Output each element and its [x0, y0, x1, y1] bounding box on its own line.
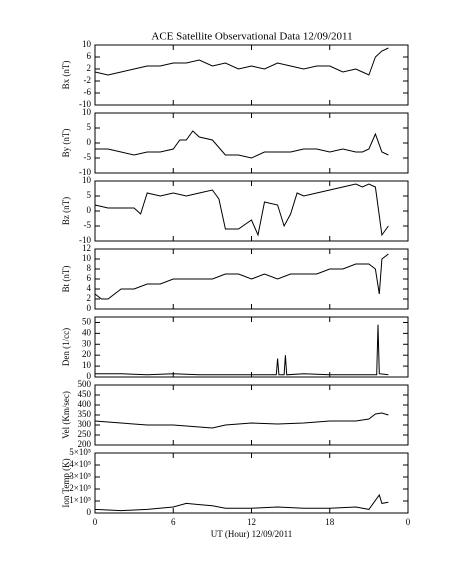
y-tick-label: 8	[87, 263, 92, 273]
y-tick-label: -5	[84, 152, 92, 162]
y-tick-label: 10	[82, 253, 92, 263]
y-tick-label: 250	[78, 429, 92, 439]
y-tick-label: 2	[87, 293, 92, 303]
y-axis-label: Bz (nT)	[61, 197, 71, 225]
x-tick-label: 0	[93, 517, 98, 527]
x-tick-label: 12	[247, 517, 256, 527]
y-axis-label: Vel (Km/sec)	[61, 391, 71, 439]
y-tick-label: 10	[82, 107, 92, 117]
y-axis-label: Bx (nT)	[61, 61, 71, 90]
y-tick-label: 50	[82, 317, 92, 327]
panel-frame	[94, 316, 409, 378]
y-tick-label: 2	[87, 63, 92, 73]
y-axis-label: Bt (nT)	[61, 266, 71, 293]
panel-frame	[94, 384, 409, 446]
y-tick-label: 10	[82, 39, 92, 49]
y-tick-label: 200	[78, 439, 92, 449]
panel-frame	[94, 44, 409, 106]
y-tick-label: -6	[84, 87, 92, 97]
y-tick-label: -2	[84, 75, 92, 85]
y-tick-label: -10	[79, 235, 91, 245]
y-tick-label: 12	[82, 243, 91, 253]
y-tick-label: 0	[87, 205, 92, 215]
y-axis-label: By (nT)	[61, 129, 71, 158]
x-axis-label: UT (Hour) 12/09/2011	[211, 529, 293, 539]
data-line	[94, 253, 389, 300]
data-line	[95, 324, 389, 376]
y-axis-label: Den (1/cc)	[61, 328, 71, 366]
y-tick-label: 0	[87, 137, 92, 147]
y-tick-label: 30	[82, 338, 92, 348]
y-tick-label: 10	[82, 175, 92, 185]
data-line	[94, 183, 389, 237]
y-tick-label: 20	[82, 349, 92, 359]
y-tick-label: 1×10⁵	[69, 495, 91, 505]
data-line	[94, 47, 389, 76]
y-tick-label: 5	[87, 122, 92, 132]
x-tick-label: 0	[406, 517, 411, 527]
x-tick-label: 6	[171, 517, 176, 527]
data-line	[94, 412, 389, 429]
y-tick-label: 400	[78, 399, 92, 409]
y-tick-label: 5	[87, 190, 92, 200]
y-tick-label: 0	[87, 507, 92, 517]
x-tick-label: 18	[325, 517, 335, 527]
y-tick-label: 0	[87, 303, 92, 313]
data-line	[95, 130, 389, 159]
y-tick-label: 300	[78, 419, 92, 429]
panel-frame	[94, 452, 409, 514]
y-tick-label: 6	[87, 51, 92, 61]
y-tick-label: 5×10⁵	[69, 447, 91, 457]
data-line	[94, 493, 389, 512]
y-tick-label: 3×10⁵	[69, 471, 91, 481]
y-axis-label: Ion Temp (K)	[61, 458, 71, 507]
y-tick-label: -10	[79, 99, 91, 109]
panel-frame	[94, 112, 409, 174]
y-tick-label: 2×10⁵	[69, 483, 91, 493]
y-tick-label: 4	[87, 283, 92, 293]
y-tick-label: 0	[87, 371, 92, 381]
y-tick-label: -10	[79, 167, 91, 177]
y-tick-label: 6	[87, 273, 92, 283]
y-tick-label: 40	[82, 327, 92, 337]
y-tick-label: -5	[84, 220, 92, 230]
y-tick-label: 350	[78, 409, 92, 419]
y-tick-label: 10	[82, 360, 92, 370]
chart-title: ACE Satellite Observational Data 12/09/2…	[151, 31, 352, 43]
y-tick-label: 4×10⁵	[69, 459, 91, 469]
y-tick-label: 500	[78, 379, 92, 389]
y-tick-label: 450	[78, 389, 92, 399]
